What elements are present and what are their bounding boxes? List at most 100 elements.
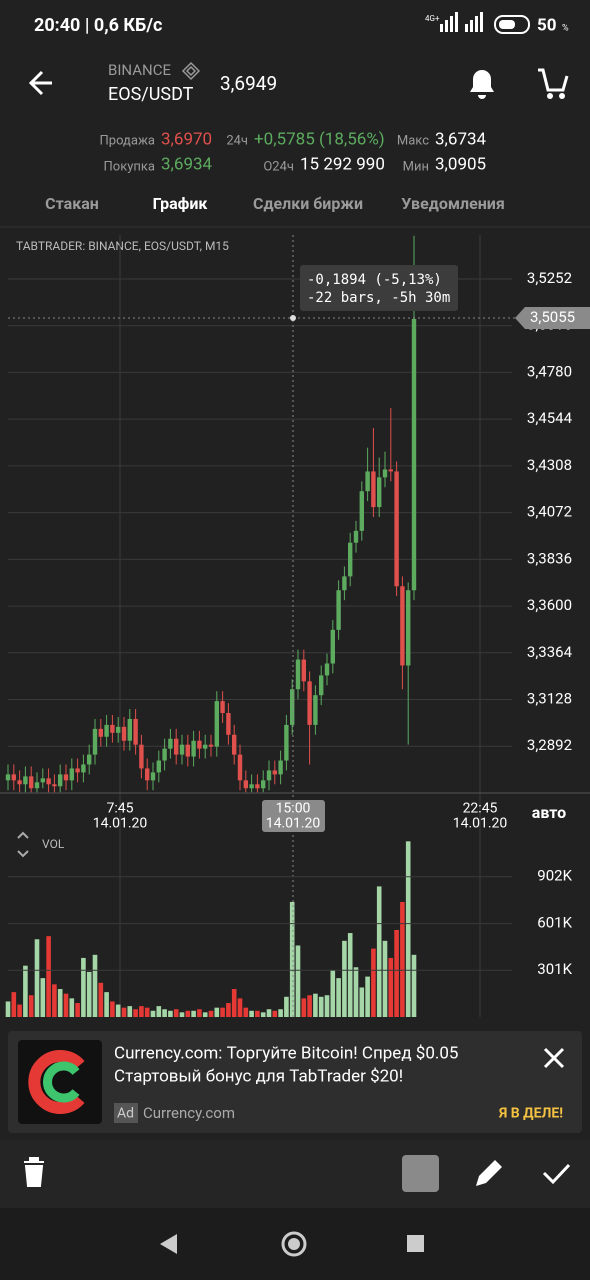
candle-body	[145, 768, 150, 781]
nav-back[interactable]	[160, 1234, 177, 1254]
edit-button[interactable]	[476, 1160, 502, 1186]
cart-wheel	[547, 93, 553, 99]
candle-body	[29, 776, 34, 789]
volume-bar	[17, 1004, 22, 1017]
volume-bar	[266, 1009, 272, 1017]
volume-bar	[289, 901, 295, 1017]
volume-bar	[214, 1007, 220, 1017]
volume-bar	[342, 940, 347, 1017]
pair: EOS/USDT	[108, 84, 194, 105]
candle-body	[150, 772, 156, 781]
candle-body	[208, 744, 214, 747]
delete-button[interactable]	[24, 1157, 44, 1187]
max-label: Макс	[397, 133, 429, 148]
chart-title: TABTRADER: BINANCE, EOS/USDT, M15	[16, 239, 229, 253]
back-button[interactable]	[28, 70, 52, 96]
candle-body	[336, 590, 341, 630]
cart-wheel	[559, 93, 565, 99]
ad-close[interactable]	[543, 1047, 565, 1069]
header-price: 3,6949	[220, 72, 277, 95]
candle-body	[5, 774, 11, 781]
candle-body	[226, 713, 231, 735]
crosshair-dot	[290, 314, 296, 321]
volume-bar	[405, 841, 411, 1017]
candle-body	[237, 754, 243, 781]
candle-body	[400, 586, 405, 666]
volume-bar	[336, 978, 341, 1017]
volume-bar	[185, 1010, 191, 1017]
volume-bar	[220, 1007, 225, 1017]
volume-bar	[75, 1003, 80, 1017]
candle-body	[388, 469, 393, 472]
candle-body	[34, 782, 40, 789]
volume-bar	[34, 939, 40, 1017]
volume-bar	[144, 1007, 150, 1017]
change-label: 24ч	[226, 133, 248, 148]
alert-button[interactable]	[470, 70, 494, 99]
chart: TABTRADER: BINANCE, EOS/USDT, M15 3,5252 3…	[0, 235, 590, 1017]
candle-body	[185, 744, 190, 757]
volume-bar	[23, 965, 28, 1017]
tab[interactable]: Стакан	[45, 194, 99, 213]
candle-body	[11, 774, 16, 781]
volume-bar	[86, 971, 92, 1017]
y-tick-label: 3,2892	[527, 736, 572, 754]
y-tick-label: 3,4780	[527, 362, 572, 380]
tab[interactable]: Уведомления	[401, 194, 505, 213]
min: 3,0905	[435, 154, 486, 174]
candle-body	[324, 663, 330, 676]
color-button[interactable]	[402, 1155, 439, 1192]
volume-bar	[324, 995, 330, 1017]
y-tick-label: 3,3364	[527, 643, 573, 661]
volume-bar	[359, 987, 365, 1017]
nav-recent[interactable]	[407, 1235, 424, 1252]
candle-body	[63, 774, 69, 781]
measure-box	[300, 265, 458, 311]
candle-body	[58, 774, 63, 787]
volume-bar	[197, 1009, 202, 1017]
buy: 3,6934	[161, 154, 213, 174]
ad-logo	[28, 1050, 85, 1114]
measure-text: -0,1894 (-5,13%)	[307, 272, 442, 288]
collapse-icon	[17, 831, 29, 858]
candle-body	[382, 469, 388, 478]
ad-action[interactable]: Я В ДЕЛЕ!	[498, 1106, 563, 1122]
volume-bar	[179, 1012, 185, 1017]
candle-body	[203, 744, 208, 749]
date-label: 14.01.20	[266, 816, 321, 832]
cart-button[interactable]	[538, 68, 569, 92]
candle-body	[116, 726, 121, 733]
volume-bar	[46, 936, 51, 1017]
candle-body	[330, 629, 335, 664]
nav-home[interactable]	[281, 1231, 307, 1257]
current-price: 3,5055	[530, 308, 575, 326]
volume: 15 292 990	[300, 154, 385, 174]
volume-bar	[295, 945, 301, 1017]
volume-bar	[255, 1010, 260, 1017]
candle-body	[278, 760, 283, 775]
candle-body	[261, 780, 266, 789]
candle-body	[52, 784, 57, 787]
volume-bar	[104, 992, 109, 1017]
nav-home-dot	[288, 1238, 300, 1250]
candle-body	[284, 724, 289, 761]
volume-tick-label: 601K	[537, 914, 572, 932]
exchange: BINANCE	[108, 61, 172, 79]
candle-body	[75, 768, 80, 773]
confirm-button[interactable]	[542, 1163, 571, 1185]
volume-bar	[231, 989, 237, 1017]
candle-body	[359, 491, 364, 531]
tab[interactable]: Сделки биржи	[253, 194, 363, 213]
tab-active[interactable]: График	[153, 194, 209, 213]
candle-body	[220, 701, 225, 714]
volume-bar	[40, 978, 46, 1017]
time-label: 15:00	[276, 801, 311, 817]
volume-bar	[307, 995, 312, 1017]
candle-body	[371, 471, 376, 508]
ad-card[interactable]	[8, 1031, 582, 1133]
volume-bar	[69, 998, 75, 1017]
sell-label: Продажа	[100, 133, 155, 148]
candle-body	[365, 471, 370, 492]
date-label: 14.01.20	[453, 816, 508, 832]
